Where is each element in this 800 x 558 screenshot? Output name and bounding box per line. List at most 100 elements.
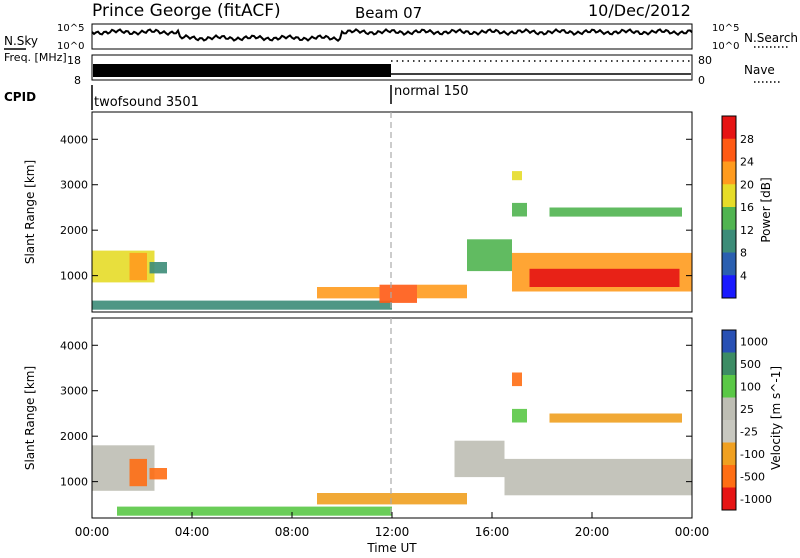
freq-block-twofsound xyxy=(93,64,391,77)
velocity-colorbar-swatch-3 xyxy=(722,397,736,421)
echo-region-6 xyxy=(504,458,692,496)
power-colorbar-tick-0: 4 xyxy=(740,269,747,282)
freq-tick-top: 18 xyxy=(67,54,81,67)
ytick-label-3: 4000 xyxy=(60,133,88,146)
cpid-panel: CPID twofsound 3501 normal 150 xyxy=(4,84,469,110)
echo-region-4 xyxy=(317,493,467,505)
noise-sky-label: N.Sky xyxy=(4,34,38,48)
time-x-axis: 00:00 04:00 08:00 12:00 16:00 20:00 00:00 xyxy=(75,512,709,539)
power-colorbar-swatch-0 xyxy=(722,116,736,140)
xtick-label-5: 20:00 xyxy=(575,525,610,539)
power-colorbar-frame xyxy=(721,115,737,299)
echo-region-1 xyxy=(129,458,147,487)
echo-region-3 xyxy=(92,300,392,310)
power-colorbar-swatch-3 xyxy=(722,184,736,208)
echo-region-9 xyxy=(529,268,680,287)
velocity-colorbar-swatch-6 xyxy=(722,465,736,488)
power-colorbar-swatch-4 xyxy=(722,207,736,231)
noise-left-tick-top: 10^5 xyxy=(57,23,84,34)
station-title: Prince George (fitACF) xyxy=(92,1,281,21)
power-colorbar-swatch-1 xyxy=(722,138,736,162)
ytick-label-2: 3000 xyxy=(60,385,88,398)
velocity-colorbar-swatch-7 xyxy=(722,487,736,511)
xtick-label-0: 00:00 xyxy=(75,525,110,539)
power-panel: 1000 2000 3000 4000 Slant Range [km] 4 8 12 16… xyxy=(23,111,773,313)
velocity-ylabel: Slant Range [km] xyxy=(23,366,37,470)
velocity-colorbar-frame xyxy=(721,329,737,511)
power-ylabel: Slant Range [km] xyxy=(23,160,37,264)
echo-region-7 xyxy=(512,408,527,423)
power-colorbar-swatch-5 xyxy=(722,229,736,253)
velocity-panel: 1000 2000 3000 4000 Slant Range [km] 1000 50… xyxy=(23,317,783,555)
date-label: 10/Dec/2012 xyxy=(588,1,691,20)
power-colorbar-tick-2: 12 xyxy=(740,224,754,237)
velocity-colorbar-label: Velocity [m s^-1] xyxy=(769,366,783,470)
xtick-label-2: 08:00 xyxy=(275,525,310,539)
echo-region-6 xyxy=(417,284,467,299)
echo-region-5 xyxy=(454,440,505,478)
power-panel-frame xyxy=(91,111,693,313)
freq-panel: Freq. [MHz] 18 8 80 0 Nave xyxy=(4,51,780,87)
noise-left-tick-bottom: 10^0 xyxy=(57,41,84,52)
ytick-label-2: 3000 xyxy=(60,179,88,192)
velocity-colorbar-tick-5: -100 xyxy=(740,448,765,461)
power-colorbar-swatch-2 xyxy=(722,161,736,185)
noise-panel-frame xyxy=(91,23,693,50)
echo-region-12 xyxy=(512,171,522,181)
power-data-cells xyxy=(92,171,692,310)
power-colorbar-tick-1: 8 xyxy=(740,247,747,260)
power-colorbar-tick-5: 24 xyxy=(740,156,754,169)
echo-region-7 xyxy=(467,239,512,272)
beam-label: Beam 07 xyxy=(355,4,422,22)
velocity-colorbar-tick-7: -1000 xyxy=(740,493,772,506)
xtick-label-1: 04:00 xyxy=(175,525,210,539)
velocity-data-cells xyxy=(92,372,692,516)
power-colorbar-label: Power [dB] xyxy=(759,177,773,242)
nave-tick-bottom: 0 xyxy=(698,74,705,87)
noise-search-label: N.Search xyxy=(744,31,798,45)
echo-region-11 xyxy=(549,207,682,217)
ytick-label-3: 4000 xyxy=(60,339,88,352)
nave-label: Nave xyxy=(744,63,775,77)
echo-region-5 xyxy=(379,284,417,303)
freq-tick-bottom: 8 xyxy=(74,74,81,87)
velocity-colorbar-swatch-2 xyxy=(722,375,736,398)
freq-panel-frame xyxy=(91,54,693,81)
velocity-colorbar-tick-1: 500 xyxy=(740,358,761,371)
velocity-y-axis: 1000 2000 3000 4000 xyxy=(60,339,692,489)
echo-region-1 xyxy=(129,252,147,281)
noise-right-tick-bottom: 10^0 xyxy=(712,41,739,52)
echo-region-2 xyxy=(149,262,167,274)
noise-panel: N.Sky 10^5 10^0 10^5 10^0 N.Search xyxy=(4,23,798,52)
velocity-colorbar: 1000 500 100 25 -25 -100 -500 -1000 xyxy=(721,329,772,511)
echo-region-10 xyxy=(512,202,527,217)
xtick-label-4: 16:00 xyxy=(475,525,510,539)
velocity-colorbar-swatch-5 xyxy=(722,442,736,466)
echo-region-3 xyxy=(117,506,392,516)
power-colorbar-swatch-7 xyxy=(722,275,736,299)
echo-region-4 xyxy=(317,287,380,299)
nave-tick-top: 80 xyxy=(698,54,712,67)
velocity-colorbar-tick-2: 100 xyxy=(740,380,761,393)
velocity-colorbar-tick-0: 1000 xyxy=(740,335,768,348)
velocity-colorbar-tick-6: -500 xyxy=(740,470,765,483)
echo-region-2 xyxy=(149,468,167,480)
ytick-label-1: 2000 xyxy=(60,224,88,237)
xtick-label-3: 12:00 xyxy=(375,525,410,539)
power-y-axis: 1000 2000 3000 4000 xyxy=(60,133,692,283)
ytick-label-1: 2000 xyxy=(60,430,88,443)
cpid-program-twofsound: twofsound 3501 xyxy=(94,95,199,110)
freq-label: Freq. [MHz] xyxy=(4,51,67,64)
cpid-label: CPID xyxy=(4,90,36,104)
echo-region-8 xyxy=(549,413,682,423)
ytick-label-0: 1000 xyxy=(60,476,88,489)
power-colorbar-tick-6: 28 xyxy=(740,133,754,146)
power-colorbar: 4 8 12 16 20 24 28 xyxy=(721,115,754,299)
power-colorbar-tick-3: 16 xyxy=(740,201,754,214)
velocity-colorbar-tick-4: -25 xyxy=(740,425,758,438)
noise-right-tick-top: 10^5 xyxy=(712,23,739,34)
echo-region-9 xyxy=(512,372,522,387)
power-colorbar-tick-4: 20 xyxy=(740,178,754,191)
